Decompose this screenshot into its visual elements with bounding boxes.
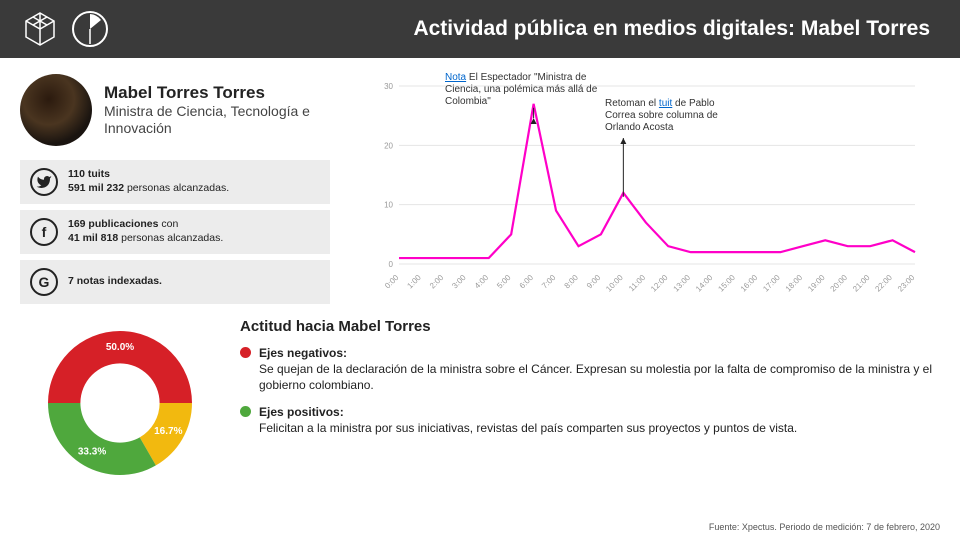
negative-label: Ejes negativos: (259, 346, 347, 360)
svg-text:11:00: 11:00 (627, 273, 647, 293)
svg-text:16.7%: 16.7% (154, 426, 182, 437)
svg-text:6:00: 6:00 (518, 273, 536, 291)
left-panel: Mabel Torres Torres Ministra de Ciencia,… (20, 74, 330, 310)
stat-google-text: 7 notas indexadas. (68, 275, 162, 289)
svg-text:19:00: 19:00 (806, 273, 827, 294)
profile-name: Mabel Torres Torres (104, 83, 330, 103)
google-icon: G (30, 268, 58, 296)
positive-dot (240, 406, 251, 417)
stat-google: G 7 notas indexadas. (20, 260, 330, 304)
negative-dot (240, 347, 251, 358)
donut-panel: 50.0% 16.7% 33.3% (20, 318, 220, 493)
svg-text:0:00: 0:00 (383, 273, 401, 291)
line-chart-panel: 0 10 20 30 0:001:00 2:003:00 4:005:00 6:007:00 8… (350, 74, 940, 310)
radar-logo (70, 9, 110, 49)
svg-text:23:00: 23:00 (896, 273, 917, 294)
svg-text:10: 10 (384, 201, 393, 210)
chart-annotation-2: Retoman el tuit de Pablo Correa sobre co… (605, 98, 745, 134)
svg-text:30: 30 (384, 82, 393, 91)
svg-text:9:00: 9:00 (585, 273, 603, 291)
donut-chart: 50.0% 16.7% 33.3% (20, 318, 220, 488)
positive-text: Felicitan a la ministra por sus iniciati… (259, 421, 797, 435)
attitude-positive: Ejes positivos: Felicitan a la ministra … (240, 404, 940, 436)
svg-text:17:00: 17:00 (761, 273, 782, 294)
stat-facebook-text: 169 publicaciones con 41 mil 818 persona… (68, 218, 223, 245)
chart-annotation-1: Nota El Espectador "Ministra de Ciencia,… (445, 72, 600, 108)
profile-block: Mabel Torres Torres Ministra de Ciencia,… (20, 74, 330, 146)
svg-text:12:00: 12:00 (649, 273, 670, 294)
avatar (20, 74, 92, 146)
annotation-link-2[interactable]: tuit (659, 98, 672, 109)
source-line: Fuente: Xpectus. Periodo de medición: 7 … (709, 522, 940, 532)
attitude-negative: Ejes negativos: Se quejan de la declarac… (240, 345, 940, 394)
header-logos (20, 9, 110, 49)
svg-text:33.3%: 33.3% (78, 446, 106, 457)
stat-twitter-text: 110 tuits 591 mil 232 personas alcanzada… (68, 168, 229, 195)
svg-text:7:00: 7:00 (540, 273, 558, 291)
svg-text:10:00: 10:00 (604, 273, 625, 294)
svg-text:14:00: 14:00 (694, 273, 715, 294)
attitude-panel: Actitud hacia Mabel Torres Ejes negativo… (240, 318, 940, 493)
svg-text:5:00: 5:00 (495, 273, 513, 291)
svg-text:22:00: 22:00 (873, 273, 894, 294)
stat-facebook: f 169 publicaciones con 41 mil 818 perso… (20, 210, 330, 254)
twitter-icon (30, 168, 58, 196)
svg-text:0: 0 (389, 260, 394, 269)
svg-text:8:00: 8:00 (563, 273, 581, 291)
negative-text: Se quejan de la declaración de la minist… (259, 362, 932, 392)
stat-twitter: 110 tuits 591 mil 232 personas alcanzada… (20, 160, 330, 204)
svg-text:18:00: 18:00 (784, 273, 805, 294)
svg-text:3:00: 3:00 (450, 273, 468, 291)
page-title: Actividad pública en medios digitales: M… (110, 17, 940, 41)
facebook-icon: f (30, 218, 58, 246)
svg-text:21:00: 21:00 (851, 273, 872, 294)
svg-text:15:00: 15:00 (716, 273, 737, 294)
svg-text:4:00: 4:00 (473, 273, 491, 291)
svg-text:20: 20 (384, 141, 393, 150)
cube-logo (20, 9, 60, 49)
svg-text:2:00: 2:00 (428, 273, 446, 291)
svg-text:16:00: 16:00 (739, 273, 760, 294)
svg-text:50.0%: 50.0% (106, 342, 134, 353)
header: Actividad pública en medios digitales: M… (0, 0, 960, 58)
attitude-title: Actitud hacia Mabel Torres (240, 318, 940, 335)
svg-text:13:00: 13:00 (672, 273, 693, 294)
positive-label: Ejes positivos: (259, 405, 344, 419)
annotation-link-1[interactable]: Nota (445, 72, 466, 83)
profile-role: Ministra de Ciencia, Tecnología e Innova… (104, 103, 330, 137)
svg-text:1:00: 1:00 (405, 273, 423, 291)
svg-text:20:00: 20:00 (829, 273, 850, 294)
